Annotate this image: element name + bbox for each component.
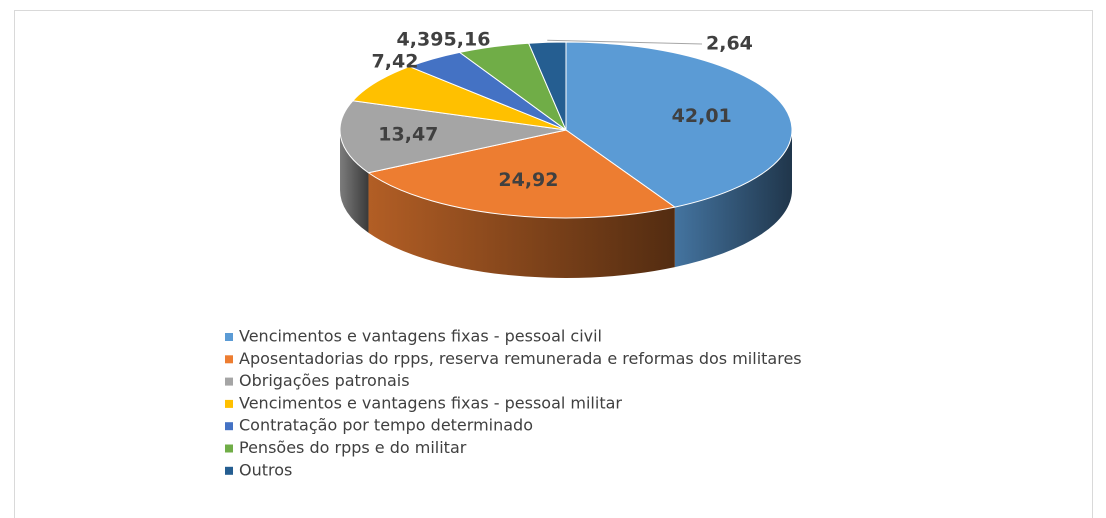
slice bbox=[367, 129, 677, 219]
legend-label: Aposentadorias do rpps, reserva remunera… bbox=[239, 349, 802, 368]
legend-label: Pensões do rpps e do militar bbox=[239, 438, 467, 457]
data-label: 5,16 bbox=[444, 29, 491, 51]
legend-label: Vencimentos e vantagens fixas - pessoal … bbox=[239, 327, 602, 346]
data-label: 42,01 bbox=[672, 105, 732, 127]
data-label: 4,39 bbox=[397, 29, 444, 51]
slice-side bbox=[368, 172, 675, 278]
legend-swatch bbox=[225, 399, 233, 408]
legend-swatch bbox=[225, 422, 233, 431]
legend: Vencimentos e vantagens fixas - pessoal … bbox=[225, 327, 802, 479]
chart-frame bbox=[14, 10, 1093, 518]
legend-swatch bbox=[225, 355, 233, 364]
data-label: 13,47 bbox=[378, 124, 438, 146]
legend-label: Outros bbox=[239, 460, 292, 479]
legend-swatch bbox=[225, 466, 233, 475]
data-label: 24,92 bbox=[498, 169, 558, 191]
slice bbox=[565, 41, 793, 208]
slice-side bbox=[340, 130, 369, 233]
leader-line bbox=[547, 39, 703, 45]
legend-label: Contratação por tempo determinado bbox=[239, 416, 533, 435]
data-label: 2,64 bbox=[706, 33, 753, 55]
legend-swatch bbox=[225, 444, 233, 453]
legend-label: Vencimentos e vantagens fixas - pessoal … bbox=[239, 393, 622, 412]
data-labels: 42,01 24,92 13,47 7,424,39 5,16 2,64 bbox=[372, 29, 753, 192]
legend-swatch bbox=[225, 333, 233, 341]
data-label: 7,42 bbox=[372, 51, 419, 73]
slice bbox=[351, 66, 567, 131]
legend-label: Obrigações patronais bbox=[239, 371, 410, 390]
slice bbox=[527, 41, 567, 131]
slice-side bbox=[674, 130, 792, 268]
pie-tops bbox=[339, 41, 793, 219]
pie-sides bbox=[340, 130, 792, 278]
legend-swatch bbox=[225, 377, 233, 386]
slice bbox=[339, 100, 567, 174]
